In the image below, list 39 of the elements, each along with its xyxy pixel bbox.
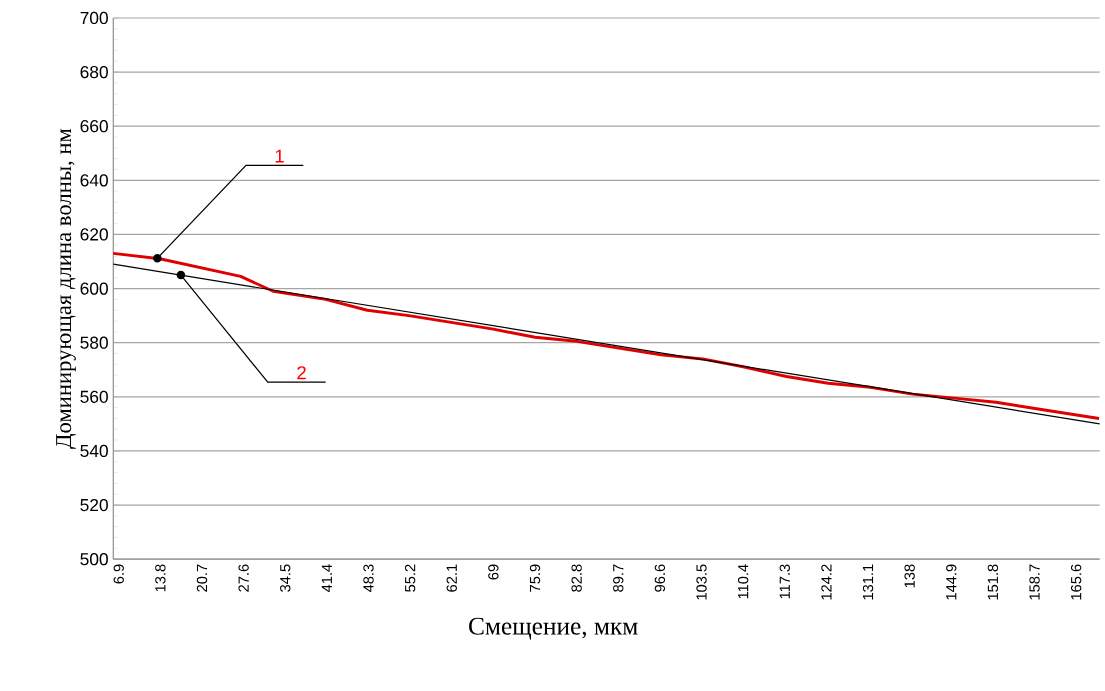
x-tick-label: 165.6	[1070, 564, 1082, 600]
x-tick-label: 96.6	[654, 564, 666, 592]
x-tick-label: 124.2	[821, 564, 832, 600]
x-tick-label: 27.6	[238, 564, 249, 592]
x-tick-label: 131.1	[862, 564, 874, 600]
y-axis-title: Доминирующая длина волны, нм	[56, 128, 76, 449]
x-tick-label: 20.7	[196, 564, 208, 592]
x-tick-label: 48.3	[363, 564, 374, 593]
x-tick-label: 34.5	[280, 564, 291, 592]
y-tick-label: 660	[80, 120, 108, 133]
annotation: 2	[297, 366, 306, 380]
y-tick-label: 560	[80, 390, 108, 403]
y-tick-label: 580	[80, 336, 108, 349]
x-tick-label: 75.9	[529, 564, 541, 592]
y-tick-label: 620	[80, 228, 108, 241]
x-tick-label: 103.5	[696, 564, 707, 600]
annotation: 1	[275, 149, 284, 163]
y-tick-label: 600	[80, 282, 108, 295]
y-tick-label: 640	[80, 174, 108, 187]
y-tick-label: 520	[80, 498, 108, 512]
x-tick-label: 6.9	[113, 564, 124, 584]
x-tick-label: 82.8	[571, 564, 582, 592]
x-tick-label: 55.2	[404, 564, 416, 592]
x-tick-label: 41.4	[321, 564, 332, 593]
y-tick-label: 500	[80, 552, 108, 566]
x-tick-label: 138	[904, 564, 915, 588]
x-tick-label: 158.7	[1029, 564, 1040, 600]
x-tick-label: 13.8	[155, 564, 166, 592]
y-tick-label: 700	[80, 11, 108, 25]
x-tick-label: 62.1	[446, 564, 457, 592]
x-tick-label: 69	[488, 564, 499, 580]
x-tick-label: 89.7	[613, 564, 624, 592]
x-tick-label: 110.4	[737, 564, 749, 599]
x-tick-label: 144.9	[946, 564, 957, 600]
x-tick-label: 117.3	[779, 564, 790, 599]
y-tick-label: 540	[80, 444, 108, 457]
x-axis-title: Смещение, мкм	[469, 617, 638, 640]
y-tick-label: 680	[80, 65, 108, 79]
x-tick-label: 151.8	[987, 564, 999, 600]
